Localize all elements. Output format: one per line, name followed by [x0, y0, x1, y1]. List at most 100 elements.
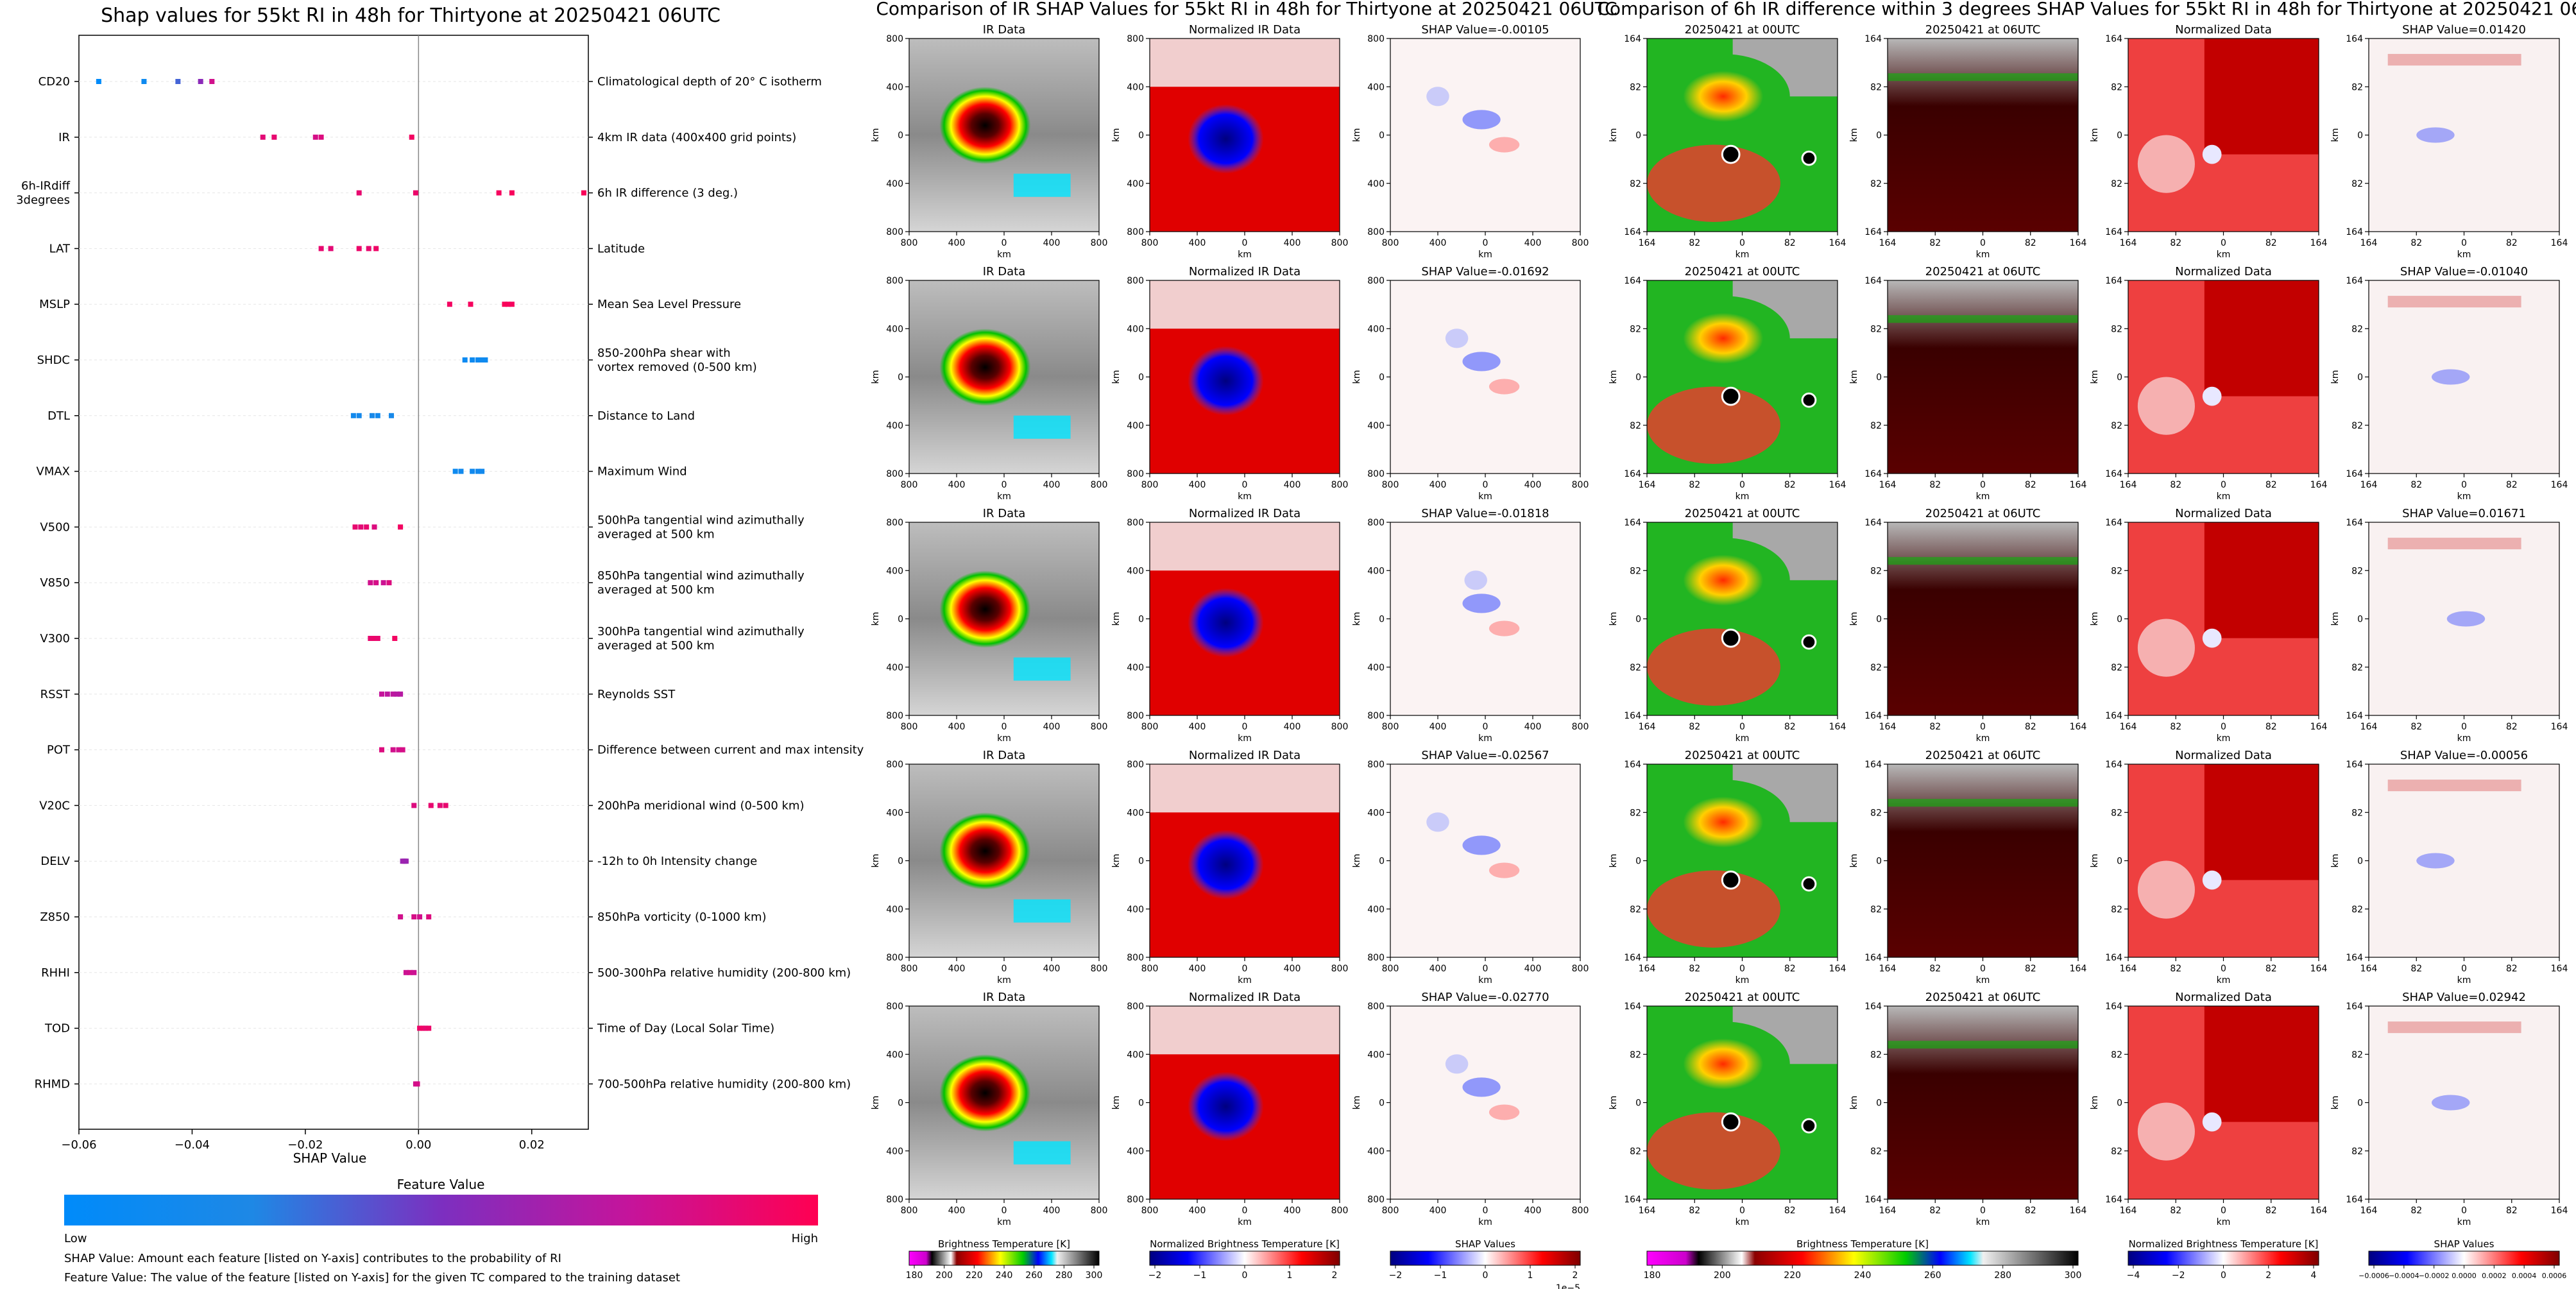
ir-image-grid: IR Data80080040040000400400800800kmkmNor…	[871, 23, 1589, 1227]
shap-map-title: SHAP Value=-0.01040	[2400, 265, 2528, 278]
colorbar-tick-label: 220	[1784, 1270, 1801, 1281]
y-axis-label: km	[1608, 128, 1619, 142]
feature-name-label: V20C	[39, 799, 70, 812]
colorbar-label: Normalized Brightness Temperature [K]	[2129, 1238, 2319, 1250]
x-tick-label: 82	[1784, 1206, 1796, 1216]
x-tick-label: 800	[1091, 964, 1108, 974]
feature-description-line: 700-500hPa relative humidity (200-800 km…	[597, 1077, 851, 1091]
x-tick-label: 164	[2360, 1206, 2378, 1216]
image-frame	[1646, 280, 1838, 474]
shap-point	[390, 747, 396, 753]
shap-point	[369, 413, 375, 418]
y-tick-label: 0	[1876, 373, 1882, 383]
ir-image-title: 20250421 at 06UTC	[1925, 507, 2041, 520]
shap2-positive-band	[2387, 296, 2521, 308]
feature-row-gridlines	[79, 81, 588, 1084]
ir-image-title: 20250421 at 00UTC	[1685, 265, 1800, 278]
y-tick-label: 164	[2105, 953, 2122, 963]
x-tick-label: 0	[2221, 722, 2226, 732]
feature-description-label: Reynolds SST	[597, 688, 676, 701]
x-tick-label: 164	[2070, 480, 2087, 490]
y-tick-label: 0	[1138, 857, 1144, 867]
x-tick-label: 800	[1141, 964, 1159, 974]
y-tick-label: 164	[2346, 276, 2363, 286]
x-tick-label: 400	[948, 722, 966, 732]
image-frame	[1646, 522, 1838, 716]
y-tick-label: 82	[1630, 1050, 1641, 1060]
x-tick-label: 164	[2310, 722, 2328, 732]
shap-point	[271, 134, 277, 140]
y-tick-label: 800	[886, 227, 903, 237]
y-tick-label: 164	[1624, 760, 1641, 770]
x-tick-label: 800	[1572, 480, 1589, 490]
x-axis-label: km	[1736, 491, 1750, 502]
x-tick-label: 164	[2360, 722, 2378, 732]
y-tick-label: 164	[1864, 276, 1882, 286]
shap2-positive-band	[2387, 1021, 2521, 1034]
feature-description-line: Difference between current and max inten…	[597, 744, 864, 757]
x-tick-label: 0	[1483, 238, 1488, 248]
x-tick-label: 400	[1524, 480, 1542, 490]
shap-negative-blob	[1445, 1054, 1469, 1074]
y-tick-label: 800	[1127, 276, 1144, 286]
y-tick-label: 0	[1379, 131, 1385, 141]
image-frame	[2368, 38, 2560, 232]
x-tick-label: 164	[1829, 480, 1847, 490]
shap-point	[482, 357, 488, 363]
image-frame	[1149, 38, 1340, 232]
shap-map-title: SHAP Value=-0.01818	[1421, 507, 1549, 520]
shap-map-title: SHAP Value=0.01420	[2402, 23, 2526, 37]
y-tick-label: 82	[1630, 566, 1641, 576]
y-tick-label: 164	[2346, 1195, 2363, 1205]
bt-warm-core	[1656, 54, 1790, 139]
image-frame	[2128, 1005, 2319, 1200]
feature-value-colorbar	[64, 1195, 818, 1225]
x-axis-label: km	[2457, 250, 2471, 260]
shap-point	[209, 79, 215, 84]
y-axis-label: km	[1111, 612, 1122, 626]
x-tick-label: 0	[1980, 964, 1986, 974]
image-frame	[1149, 1005, 1340, 1200]
y-tick-label: 0	[2357, 615, 2363, 625]
y-tick-label: 82	[1630, 1147, 1641, 1157]
colorbar	[2128, 1251, 2319, 1266]
x-tick-label: 800	[901, 238, 918, 248]
y-tick-label: 800	[1127, 760, 1144, 770]
y-tick-label: 400	[886, 566, 903, 576]
x-tick-label: 400	[1043, 964, 1061, 974]
shap-point	[379, 747, 384, 753]
colorbar-tick-label: 2	[2265, 1270, 2271, 1281]
colorbar	[1149, 1251, 1340, 1266]
feature-name-label: Z850	[40, 910, 70, 924]
bt-lower-red	[1647, 144, 1780, 222]
x-tick-label: 82	[2410, 1206, 2422, 1216]
y-tick-label: 400	[1367, 905, 1385, 915]
colorbar-tick-label: −1	[1193, 1270, 1207, 1281]
x-tick-label: 164	[1879, 480, 1897, 490]
dark-edge	[1888, 73, 2078, 81]
feature-description-line: 200hPa meridional wind (0-500 km)	[597, 799, 804, 812]
dark-edge	[1888, 799, 2078, 807]
dark-background	[1888, 38, 2078, 232]
feature-description-label: Mean Sea Level Pressure	[597, 298, 741, 311]
x-axis-label: km	[1736, 975, 1750, 986]
x-tick-label: 82	[2265, 480, 2277, 490]
shap-point	[437, 803, 443, 808]
shap-point	[400, 747, 405, 753]
colorbar-exponent: 1e−5	[1556, 1283, 1580, 1289]
x-tick-label: 82	[2265, 722, 2277, 732]
x-tick-label: 164	[2310, 238, 2328, 248]
shap-point	[350, 413, 356, 418]
shap-negative-blob	[1426, 87, 1449, 107]
y-tick-label: 0	[2357, 857, 2363, 867]
colorbar-label: Brightness Temperature [K]	[938, 1238, 1070, 1250]
norm2-light-region	[2137, 135, 2195, 193]
y-tick-label: 82	[2351, 324, 2363, 334]
x-tick-label: 82	[2265, 1206, 2277, 1216]
x-axis-label: km	[1976, 491, 1990, 502]
image-frame	[1646, 764, 1838, 958]
x-tick-label: 164	[2360, 964, 2378, 974]
x-tick-label: 82	[2025, 964, 2036, 974]
ir-image-title: Normalized Data	[2175, 23, 2272, 37]
